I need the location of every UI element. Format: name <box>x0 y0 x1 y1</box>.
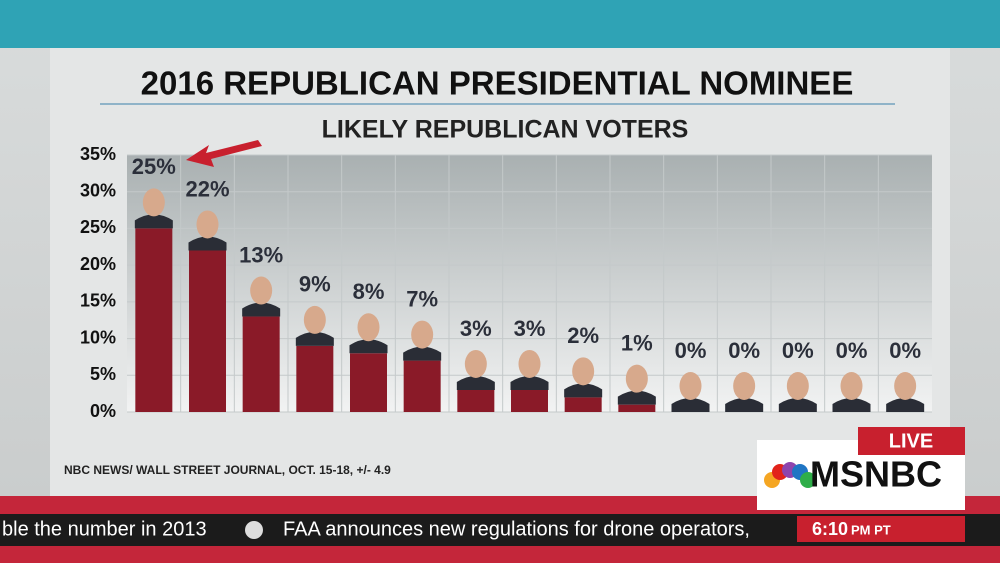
value-label: 0% <box>836 338 868 363</box>
value-label: 9% <box>299 272 331 297</box>
peacock-logo <box>764 462 816 488</box>
arrow <box>186 140 262 167</box>
portrait-head <box>303 305 326 334</box>
value-label: 13% <box>239 242 283 267</box>
y-tick-label: 0% <box>90 401 116 421</box>
portrait-shoulders <box>403 346 442 361</box>
value-label: 3% <box>460 316 492 341</box>
portrait-head <box>357 313 380 342</box>
value-label: 0% <box>675 338 707 363</box>
value-label: 22% <box>185 176 229 201</box>
portrait-head <box>679 372 702 400</box>
y-tick-label: 15% <box>80 291 116 311</box>
portrait-head <box>142 188 165 217</box>
bar <box>457 389 495 412</box>
portrait-shoulders <box>564 383 603 398</box>
bar <box>189 250 226 412</box>
portrait-head <box>733 372 756 400</box>
portrait-shoulders <box>349 339 388 354</box>
portrait-head <box>250 276 273 305</box>
portrait-shoulders <box>188 236 227 251</box>
portrait-shoulders <box>510 375 549 390</box>
source-note: NBC NEWS/ WALL STREET JOURNAL, OCT. 15-1… <box>64 463 391 477</box>
portrait-head <box>572 357 595 386</box>
bottom-band <box>0 546 1000 563</box>
portrait-shoulders <box>242 302 281 317</box>
portrait-head <box>196 210 219 239</box>
red-band <box>0 496 1000 514</box>
portrait-head <box>411 320 434 349</box>
top-banner <box>0 0 1000 48</box>
value-label: 0% <box>728 338 760 363</box>
portrait-head <box>518 349 541 378</box>
portrait-head <box>464 349 487 378</box>
y-tick-label: 10% <box>80 327 116 347</box>
portrait-shoulders <box>295 331 334 346</box>
portrait-shoulders <box>617 390 656 405</box>
chart-subtitle: LIKELY REPUBLICAN VOTERS <box>322 116 689 144</box>
plot: 0% 5% 10% 15% 20% 25% 30% 35% 25% 22% 13% 9% 8% 7% 3% 3… <box>80 144 932 421</box>
bar <box>403 360 441 412</box>
portrait-shoulders <box>832 398 871 412</box>
portrait-shoulders <box>134 214 173 229</box>
portrait-shoulders <box>671 398 710 412</box>
time: 6:10 <box>812 519 848 539</box>
portrait-head <box>894 372 917 400</box>
y-tick-label: 35% <box>80 144 116 164</box>
portrait-head <box>625 364 648 393</box>
y-tick-label: 30% <box>80 180 116 200</box>
time-box <box>797 516 965 542</box>
live-label: LIVE <box>889 430 933 452</box>
live-box <box>858 427 965 455</box>
time-zone: PM PT <box>851 522 891 537</box>
portrait-shoulders <box>778 398 817 412</box>
bar <box>564 397 602 412</box>
value-label: 3% <box>514 316 546 341</box>
bar <box>511 389 548 412</box>
ticker-text: FAA announces new regulations for drone … <box>283 518 750 540</box>
portrait-shoulders <box>725 398 764 412</box>
value-label: 0% <box>889 338 921 363</box>
bar <box>242 316 280 412</box>
bar <box>350 353 387 412</box>
value-label: 7% <box>406 286 438 311</box>
ticker-text: ble the number in 2013 <box>2 518 207 540</box>
bar <box>296 345 334 412</box>
value-label: 25% <box>132 154 176 179</box>
value-label: 8% <box>353 279 385 304</box>
bar <box>618 404 656 412</box>
bar <box>135 228 173 412</box>
portrait-shoulders <box>456 375 495 390</box>
portrait-head <box>840 372 863 400</box>
portrait-shoulders <box>886 398 925 412</box>
y-tick-label: 25% <box>80 217 116 237</box>
value-label: 0% <box>782 338 814 363</box>
y-tick-label: 5% <box>90 364 116 384</box>
portrait-head <box>786 372 809 400</box>
ticker-logo <box>245 521 263 539</box>
y-tick-label: 20% <box>80 254 116 274</box>
network-name: MSNBC <box>810 454 942 495</box>
value-label: 1% <box>621 330 653 355</box>
value-label: 2% <box>567 323 599 348</box>
chart-title: 2016 REPUBLICAN PRESIDENTIAL NOMINEE <box>141 65 854 102</box>
